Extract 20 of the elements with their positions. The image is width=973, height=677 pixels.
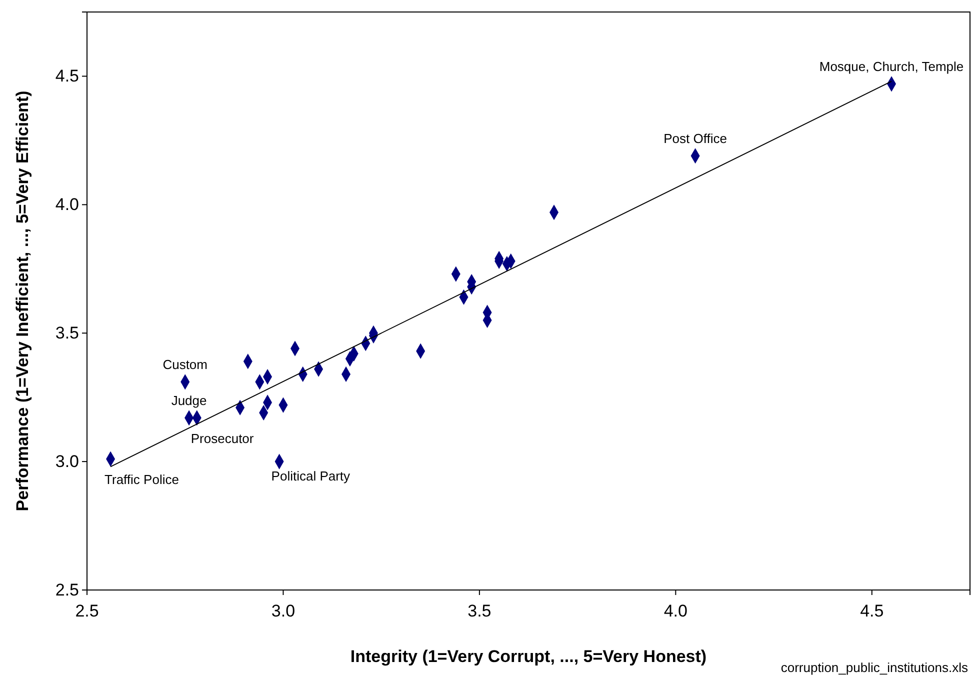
y-tick-label: 4.0 (55, 195, 79, 214)
annotation: Prosecutor (190, 430, 254, 446)
y-axis-title: Performance (1=Very Inefficient, ..., 5=Very Efficient) (13, 90, 32, 512)
annotation: Political Party (271, 468, 351, 484)
y-tick-label: 4.5 (55, 66, 79, 86)
x-axis-title: Integrity (1=Very Corrupt, ..., 5=Very Honest) (350, 647, 707, 666)
annotation: Custom (162, 356, 208, 372)
x-tick-label: 2.5 (75, 602, 99, 621)
x-tick-label: 3.0 (271, 602, 296, 621)
annotation: Judge (171, 392, 207, 408)
annotation: Post Office (664, 130, 727, 146)
x-tick-label: 4.5 (860, 602, 884, 621)
annotation: Traffic Police (104, 472, 179, 487)
annotation: Mosque, Church, Temple (819, 58, 964, 74)
y-tick-label: 3.5 (55, 324, 79, 343)
x-tick-label: 3.5 (468, 602, 492, 621)
y-tick-label: 3.0 (55, 452, 79, 471)
y-tick-label: 2.5 (55, 580, 79, 600)
x-tick-label: 4.0 (664, 602, 688, 621)
text: corruption_public_institutions.xls (780, 660, 968, 675)
